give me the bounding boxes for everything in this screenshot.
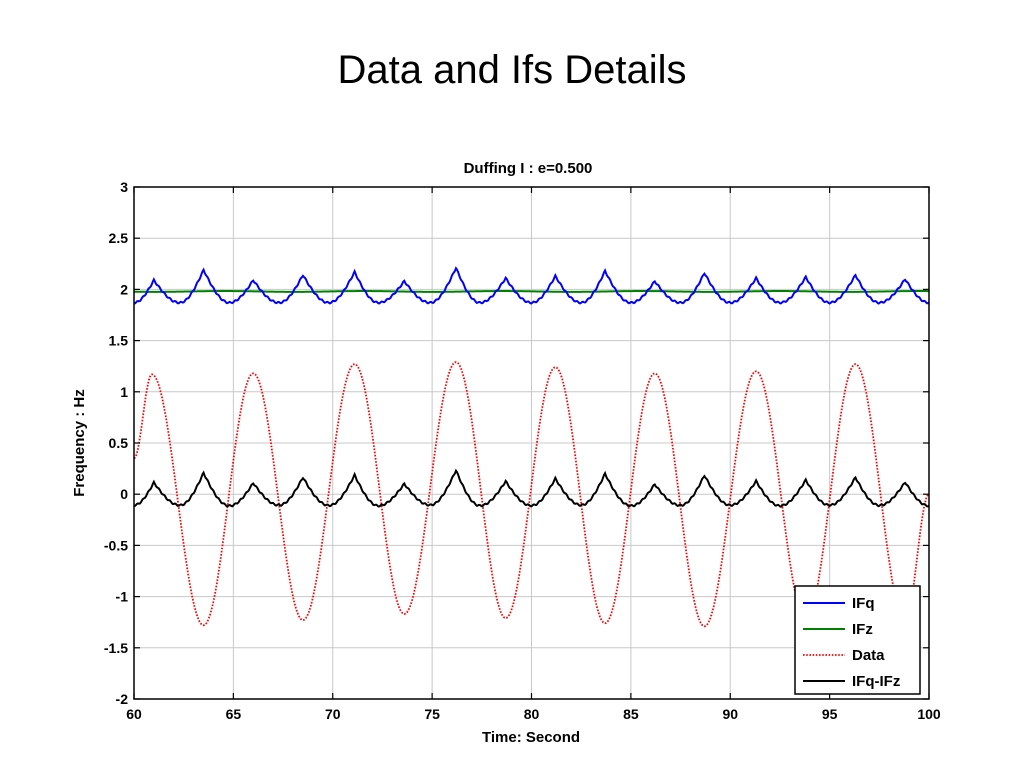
y-tick-label: 0.5: [109, 435, 129, 451]
series-line-ifz: [133, 290, 930, 293]
axis-ticks: 60 65 70 75 80 85 90 95 100 -2 -1.5 -1 -0.5 0 0.5 1 1.5 2…: [104, 179, 941, 722]
y-tick-label: 1: [120, 384, 128, 400]
y-tick-label: 0: [120, 486, 128, 502]
legend-label: IFq: [852, 595, 875, 612]
y-axis-label: Frequency : Hz: [71, 389, 88, 497]
x-tick-label: 85: [623, 706, 639, 722]
x-tick-label: 75: [424, 706, 440, 722]
y-tick-label: 1.5: [109, 333, 129, 349]
x-tick-label: 90: [722, 706, 738, 722]
legend-label: IFz: [852, 621, 873, 638]
chart-title: Duffing I : e=0.500: [464, 160, 593, 177]
y-tick-label: 2.5: [109, 230, 129, 246]
y-tick-label: 3: [120, 179, 128, 195]
y-tick-label: 2: [120, 281, 128, 297]
y-tick-label: -2: [116, 691, 129, 707]
series-line-data: [133, 361, 930, 628]
x-tick-label: 60: [126, 706, 142, 722]
x-axis-label: Time: Second: [482, 729, 580, 746]
series-line-ifq-ifz: [133, 468, 930, 508]
slide-title: Data and Ifs Details: [337, 48, 687, 92]
y-tick-label: -0.5: [104, 537, 128, 553]
x-tick-label: 70: [325, 706, 341, 722]
x-tick-label: 80: [524, 706, 540, 722]
y-tick-label: -1: [116, 589, 129, 605]
x-tick-label: 100: [917, 706, 941, 722]
legend: IFq IFz Data IFq-IFz: [794, 585, 921, 695]
x-tick-label: 95: [822, 706, 838, 722]
plot-area: [133, 266, 930, 628]
legend-label: Data: [852, 647, 885, 664]
series-line-ifq: [133, 266, 930, 305]
legend-label: IFq-IFz: [852, 673, 900, 690]
y-tick-label: -1.5: [104, 640, 128, 656]
x-tick-label: 65: [226, 706, 242, 722]
